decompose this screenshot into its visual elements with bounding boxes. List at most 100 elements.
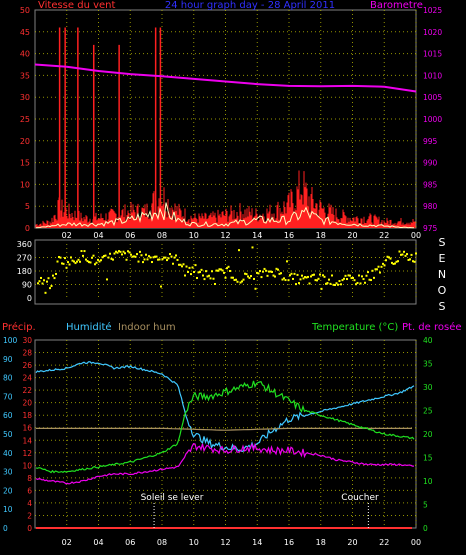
direction-dot <box>265 269 267 272</box>
direction-dot <box>83 250 86 253</box>
direction-dot <box>43 279 45 282</box>
direction-dot <box>293 272 296 275</box>
direction-dot <box>109 252 111 255</box>
temperature-tick-label: 35 <box>423 360 433 369</box>
direction-dot <box>131 255 134 258</box>
direction-dot <box>163 256 165 259</box>
precip-tick-label: 4 <box>27 499 32 508</box>
temperature-tick-label: 0 <box>423 524 428 533</box>
direction-dot <box>248 276 251 279</box>
direction-axis: 0 90 180 270 360 <box>17 240 32 303</box>
time-tick-label: 22 <box>379 538 389 547</box>
temperature-tick-label: 5 <box>423 501 428 510</box>
time-tick-label: 08 <box>157 231 167 240</box>
direction-dot <box>196 277 198 280</box>
barometer-tick-label: 1010 <box>423 71 442 80</box>
precip-tick-label: 2 <box>27 511 32 520</box>
sunset-label: Coucher <box>341 493 379 503</box>
direction-dot <box>257 272 260 275</box>
direction-dot <box>88 261 90 264</box>
direction-dots <box>37 246 417 294</box>
direction-tick-label: 180 <box>17 267 32 276</box>
time-tick-label: 04 <box>93 538 103 547</box>
time-tick-label: 10 <box>189 231 199 240</box>
compass-letter: S <box>439 236 446 249</box>
direction-dot <box>317 277 320 280</box>
wind-speed-tick-label: 15 <box>20 159 30 168</box>
barometer-series <box>34 63 417 93</box>
direction-dot <box>185 265 188 268</box>
direction-dot <box>157 258 159 261</box>
direction-dot <box>275 267 278 270</box>
direction-dot <box>145 253 147 256</box>
barometer-title: Barometre <box>370 0 423 11</box>
direction-dot <box>406 253 408 256</box>
humidity-tick-label: 70 <box>3 392 13 401</box>
direction-dot <box>169 253 171 256</box>
direction-dot <box>245 273 248 276</box>
wind-speed-tick-label: 40 <box>20 50 30 59</box>
precip-tick-label: 14 <box>22 436 32 445</box>
direction-dot <box>110 257 113 260</box>
barometer-tick-label: 975 <box>423 224 438 233</box>
direction-dot <box>58 256 60 259</box>
wind-speed-tick-label: 35 <box>20 71 30 80</box>
direction-dot <box>290 272 293 275</box>
direction-dot <box>134 255 137 258</box>
dewpoint-line <box>35 442 414 485</box>
direction-dot <box>106 278 108 281</box>
direction-dot <box>59 256 62 259</box>
direction-dot <box>358 274 360 277</box>
direction-dot <box>119 250 122 253</box>
direction-dot <box>224 276 227 279</box>
direction-dot <box>337 283 339 286</box>
direction-dot <box>149 256 152 259</box>
direction-dot <box>271 270 273 273</box>
direction-dot <box>76 260 78 263</box>
direction-dot <box>181 265 183 268</box>
precip-tick-label: 0 <box>27 524 32 533</box>
direction-dot <box>365 274 368 277</box>
direction-dot <box>362 278 365 281</box>
direction-dot <box>413 260 416 263</box>
direction-dot <box>142 261 144 264</box>
barometer-tick-label: 1015 <box>423 50 442 59</box>
direction-dot <box>238 249 240 252</box>
direction-dot <box>67 261 69 264</box>
direction-dot <box>211 270 213 273</box>
time-tick-label: 00 <box>411 231 421 240</box>
temperature-line <box>35 380 415 474</box>
direction-dot <box>91 256 93 259</box>
direction-dot <box>319 273 321 276</box>
indoor_hum-line <box>36 427 412 431</box>
humidity-tick-label: 40 <box>3 449 13 458</box>
time-tick-label: 16 <box>284 231 294 240</box>
direction-dot <box>55 272 57 275</box>
direction-dot <box>37 282 39 285</box>
direction-dot <box>353 279 356 282</box>
direction-dot <box>121 253 123 256</box>
direction-dot <box>274 275 276 278</box>
direction-dot <box>364 281 366 284</box>
direction-dot <box>347 274 350 277</box>
direction-dot <box>214 283 216 286</box>
direction-dot <box>62 262 65 265</box>
time-tick-label: 06 <box>125 538 135 547</box>
direction-dot <box>130 253 132 256</box>
direction-dot <box>298 282 300 285</box>
direction-dot <box>412 260 414 263</box>
direction-dot <box>326 281 329 284</box>
direction-dot <box>383 264 386 267</box>
direction-dot <box>299 278 302 281</box>
humidity-tick-label: 10 <box>3 505 13 514</box>
direction-dot <box>314 279 317 282</box>
climate-series <box>35 361 415 529</box>
direction-dot <box>292 277 294 280</box>
direction-dot <box>235 278 237 281</box>
humidity-tick-label: 50 <box>3 430 13 439</box>
direction-dot <box>308 282 311 285</box>
chart-title: 24 hour graph day - 28 April 2011 <box>165 0 335 11</box>
direction-dot <box>205 270 207 273</box>
